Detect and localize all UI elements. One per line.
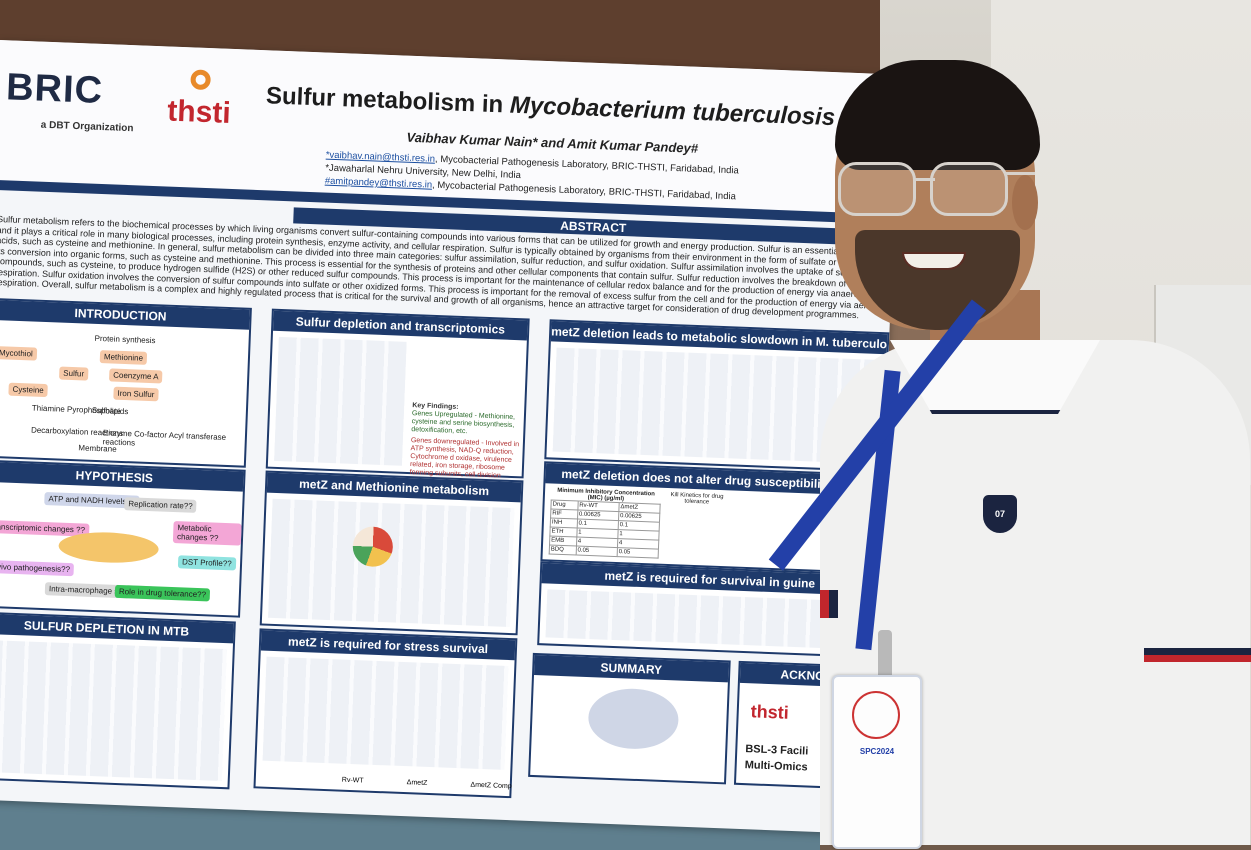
intro-node: Protein synthesis [94, 333, 156, 346]
intro-node: Mycothiol [0, 346, 38, 361]
panel-summary-title: SUMMARY [534, 654, 729, 683]
hypothesis-node: DST Profile?? [177, 555, 236, 571]
glasses-left-lens [838, 162, 916, 216]
mic-table: Minimum Inhibitory Concentration (MIC) (… [549, 487, 661, 559]
badge-logo-icon [852, 691, 900, 739]
key-finding-1: Genes Upregulated - Methionine, cysteine… [411, 410, 516, 436]
panel-sulfur-depletion-transcriptomics: Sulfur depletion and transcriptomics Key… [265, 308, 530, 486]
shirt-emblem-icon: 07 [983, 495, 1017, 533]
panel-introduction: INTRODUCTION Protein synthesis Methionin… [0, 297, 252, 468]
poster-title-text: Sulfur metabolism in [265, 82, 511, 119]
panel-hypothesis: HYPOTHESIS ATP and NADH levels?? Replica… [0, 459, 246, 618]
intro-node: Methionine [99, 350, 148, 365]
metz-stress-figure [262, 656, 509, 770]
mic-table-grid: Drug Rv-WT ΔmetZ RIF 0.00625 0.00625 INH 0.… [549, 499, 661, 559]
panel-summary: SUMMARY [528, 652, 731, 785]
glasses-right-lens [930, 162, 1008, 216]
intro-node: Cysteine [8, 382, 48, 398]
panel-metz-methionine: metZ and Methionine metabolism [259, 470, 524, 636]
badge-title: SPC2024 [859, 747, 895, 756]
id-badge: SPC2024 [832, 675, 922, 849]
affiliation-3-email: #amitpandey@thsti.res.in [324, 175, 433, 191]
transcriptomics-figure [274, 336, 407, 466]
mic-cell: 0.05 [616, 547, 659, 559]
smile [902, 252, 966, 270]
hypothesis-node: Role in drug tolerance?? [114, 584, 211, 602]
mic-cell: BDQ [549, 544, 577, 555]
metz-methionine-figure [268, 498, 515, 628]
panel-metz-stress: metZ is required for stress survival Rv-… [253, 628, 518, 799]
panel-sulfur-depletion-mtb: SULFUR DEPLETION IN MTB [0, 611, 236, 790]
intro-node: Sulfolipids [91, 405, 129, 417]
hypothesis-node: In-vivo pathogenesis?? [0, 559, 75, 577]
stress-label: ΔmetZ [406, 779, 428, 787]
stress-label: Rv-WT [341, 776, 364, 785]
sleeve-stripe [1144, 648, 1251, 662]
lanyard-clip [878, 630, 892, 680]
poster-title: Sulfur metabolism in Mycobacterium tuber… [265, 82, 836, 132]
intro-node: Enzyme Co-factor Acyl transferase reacti… [102, 428, 227, 448]
hypothesis-node: Metabolic changes ?? [172, 521, 242, 546]
panel-metz-stress-title: metZ is required for stress survival [260, 630, 516, 661]
summary-cell-illustration [587, 687, 680, 751]
thsti-logo: thsti [166, 94, 232, 130]
intro-node: Membrane [78, 443, 117, 454]
intro-node: Sulfur [59, 366, 89, 381]
intro-node: Coenzyme A [108, 368, 163, 384]
research-poster: BRIC a DBT Organization thsti Sulfur met… [0, 40, 900, 834]
bric-logo-icon: BRIC [5, 66, 104, 112]
bric-logo-subtitle: a DBT Organization [40, 119, 134, 135]
panel-sulfur-depletion-mtb-title: SULFUR DEPLETION IN MTB [0, 613, 234, 644]
kill-kinetics-label: Kill Kinetics for drug tolerance [670, 492, 724, 506]
glasses-bridge [915, 178, 935, 181]
glasses-arm [1005, 172, 1035, 175]
presenter: 07 SPC2024 [768, 50, 1251, 849]
intro-node: Iron Sulfur [113, 386, 159, 402]
bacteria-illustration [58, 530, 160, 565]
hypothesis-node: Replication rate?? [124, 497, 197, 513]
sleeve-stripe-left [820, 590, 838, 618]
sulfur-depletion-mtb-figure [0, 639, 227, 782]
poster-authors: Vaibhav Kumar Nain* and Amit Kumar Pande… [406, 129, 699, 156]
stress-legend: Rv-WT ΔmetZ ΔmetZ Comp [342, 777, 512, 791]
panel-transcriptomics-title: Sulfur depletion and transcriptomics [273, 310, 528, 341]
ear [1012, 175, 1038, 230]
stress-label: ΔmetZ Comp [470, 781, 512, 791]
mic-cell: 0.05 [575, 545, 618, 557]
panel-introduction-title: INTRODUCTION [0, 299, 250, 330]
thsti-logo-icon [190, 69, 211, 91]
hair [835, 60, 1040, 170]
